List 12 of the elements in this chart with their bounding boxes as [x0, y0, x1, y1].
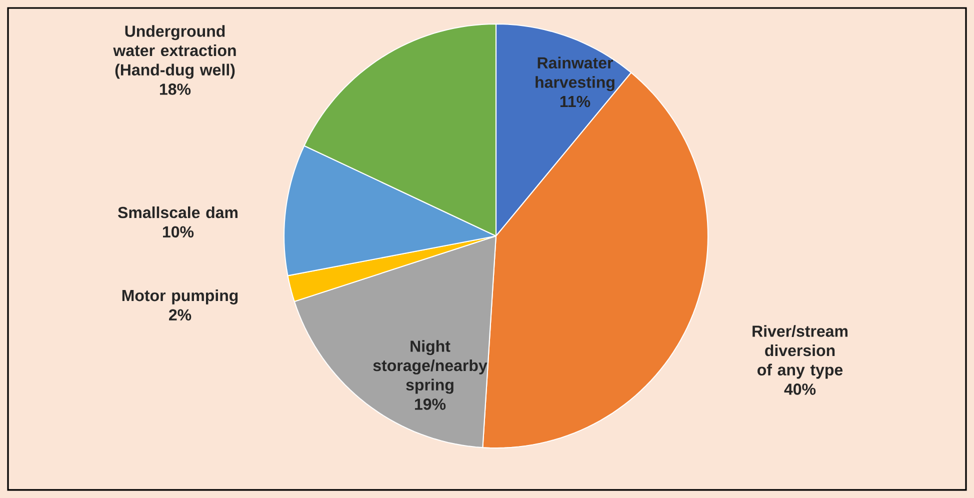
- data-label: 2%: [169, 309, 192, 321]
- data-label: 11%: [560, 96, 590, 108]
- data-label: 40%: [784, 384, 816, 395]
- slice-label: Underground water extraction (Hand-dug well): [113, 25, 236, 79]
- data-label: 19%: [415, 398, 446, 410]
- slice-label: Motor pumping: [122, 289, 238, 304]
- slice-label: Rainwater harvesting: [536, 56, 614, 92]
- slice-label: Smallscale dam: [118, 206, 238, 218]
- data-label: 10%: [163, 226, 194, 238]
- slice-label: Night storage/nearby spring: [373, 340, 488, 394]
- data-label: 18%: [160, 84, 191, 95]
- slice-label: River/stream diversion of any type: [752, 325, 848, 379]
